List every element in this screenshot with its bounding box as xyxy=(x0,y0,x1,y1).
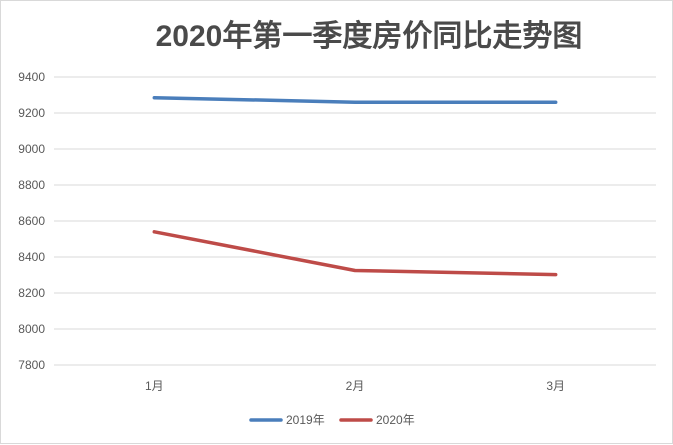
series-line-0 xyxy=(154,98,555,103)
y-tick-label: 8000 xyxy=(18,322,45,336)
series-line-1 xyxy=(154,232,555,275)
x-tick-label: 3月 xyxy=(546,379,565,393)
y-tick-label: 9200 xyxy=(18,106,45,120)
y-tick-label: 7800 xyxy=(18,358,45,372)
legend: 2019年 2020年 xyxy=(251,413,415,427)
x-axis-ticks: 1月 2月 3月 xyxy=(145,379,565,393)
y-tick-label: 8200 xyxy=(18,286,45,300)
y-tick-label: 9000 xyxy=(18,142,45,156)
gridlines xyxy=(54,77,656,365)
x-tick-label: 1月 xyxy=(145,379,164,393)
series-lines xyxy=(154,98,556,275)
y-tick-label: 9400 xyxy=(18,70,45,84)
y-tick-label: 8800 xyxy=(18,178,45,192)
legend-label-1: 2020年 xyxy=(376,413,415,427)
legend-label-0: 2019年 xyxy=(286,413,325,427)
chart-title: 2020年第一季度房价同比走势图 xyxy=(156,19,583,53)
y-axis-ticks: 7800 8000 8200 8400 8600 8800 9000 9200 9400 xyxy=(18,70,45,372)
y-tick-label: 8400 xyxy=(18,250,45,264)
y-tick-label: 8600 xyxy=(18,214,45,228)
x-tick-label: 2月 xyxy=(346,379,365,393)
